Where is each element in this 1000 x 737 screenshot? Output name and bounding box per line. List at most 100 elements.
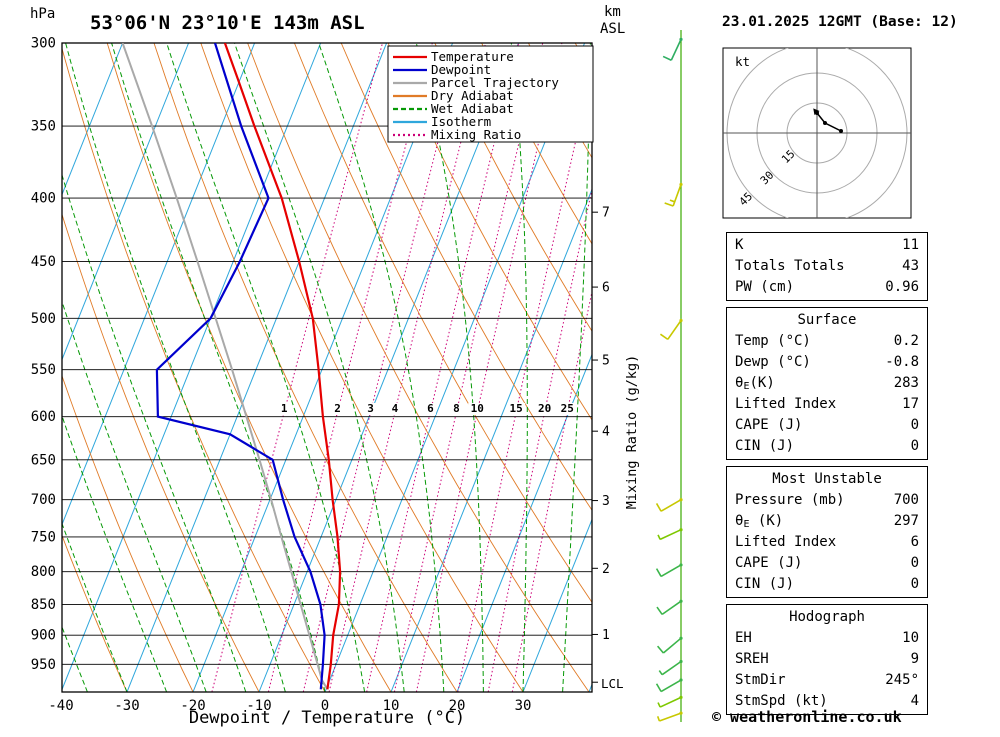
km-tick-label: 2 — [602, 562, 610, 577]
table-row: StmDir 245° — [727, 670, 927, 691]
pressure-grid-layer: 300 350 400 450 500 550 600 650 700 750 800 850 900 9… — [31, 36, 593, 693]
table-row-value: 283 — [893, 375, 919, 391]
mixing-ratio-label-bg — [389, 403, 401, 415]
hodograph-trace-dot — [839, 129, 843, 133]
wind-barb-full-tick — [655, 503, 662, 512]
table-row-value: 0 — [910, 417, 919, 433]
table-row-label: StmDir — [735, 672, 786, 688]
mixing-ratio-line — [415, 43, 563, 692]
table-row-value: 9 — [910, 651, 919, 667]
table-row-value: 6 — [910, 534, 919, 550]
wind-barb-full-tick — [656, 645, 664, 654]
km-tick-label: 1 — [602, 628, 610, 643]
table-row-label: θE (K) — [735, 513, 784, 530]
isotherms-layer — [62, 43, 592, 692]
table-section-title: Hodograph — [789, 609, 865, 625]
legend-label: Isotherm — [431, 114, 491, 129]
wet-adiabat-line — [62, 522, 128, 692]
datetime-title: 23.01.2025 12GMT (Base: 12) — [722, 14, 958, 30]
wind-barb-station-dot — [679, 659, 683, 664]
table-row-value: 0 — [910, 438, 919, 454]
table-row-label: StmSpd (kt) — [735, 693, 828, 709]
wind-barb — [656, 711, 683, 722]
wind-barb-full-tick — [659, 333, 669, 341]
pressure-tick-label: 300 — [31, 36, 56, 52]
legend-label: Temperature — [431, 49, 514, 64]
temp-tick-label: -10 — [246, 698, 271, 714]
wind-barb-full-tick — [655, 683, 662, 692]
table-row: PW (cm) 0.96 — [727, 277, 927, 298]
pressure-tick-label: 700 — [31, 492, 56, 508]
wind-barb-full-tick — [664, 202, 674, 207]
dry-adiabat-line — [481, 43, 592, 245]
table-row-value: 11 — [902, 237, 919, 253]
table-row-label: Lifted Index — [735, 396, 837, 412]
table-row: StmSpd (kt) 4 — [727, 691, 927, 712]
table-row-label: CAPE (J) — [735, 555, 803, 571]
mixing-ratio-line — [393, 43, 544, 692]
wind-barb-shaft — [660, 499, 682, 512]
dry-adiabat-line — [62, 374, 194, 692]
wind-barb — [655, 498, 683, 512]
wind-barb-column — [655, 30, 683, 722]
table-row-label: Pressure (mb) — [735, 492, 845, 508]
isotherm-line — [258, 43, 520, 692]
wind-barb-shaft — [670, 39, 682, 61]
legend-label: Mixing Ratio — [431, 127, 521, 142]
table-row-label: Temp (°C) — [735, 333, 811, 349]
pressure-unit-label: hPa — [30, 6, 55, 22]
wind-barb-full-tick — [655, 568, 662, 577]
indices-table: K 11 Totals Totals 43 PW (cm) 0.96 — [726, 232, 928, 301]
wind-barb-half-tick — [657, 534, 661, 540]
table-row: EH 10 — [727, 628, 927, 649]
table-row: CIN (J) 0 — [727, 574, 927, 595]
mixing-ratio-label-bg — [332, 403, 344, 415]
isotherm-line — [62, 43, 322, 691]
km-tick-label: 3 — [602, 494, 610, 509]
table-row-value: 0 — [910, 555, 919, 571]
footer-credit: © weatheronline.co.uk — [712, 708, 902, 726]
wind-barb-half-tick — [669, 199, 675, 203]
plot-border — [61, 42, 593, 693]
dry-adiabat-line — [387, 43, 592, 421]
asl-axis-unit-label: ASL — [600, 21, 625, 37]
mixing-ratio-label-bg — [507, 403, 526, 415]
wet-adiabat-line — [166, 43, 366, 692]
temp-tick-label: -40 — [48, 698, 73, 714]
table-row-label: Dewp (°C) — [735, 354, 811, 370]
table-row-label: Lifted Index — [735, 534, 837, 550]
x-axis-label: Dewpoint / Temperature (°C) — [189, 708, 465, 728]
hodograph-unit-label: kt — [735, 54, 750, 69]
table-row: θE(K) 283 — [727, 373, 927, 394]
wind-barb-shaft — [661, 600, 682, 616]
mixing-ratio-label: 2 — [334, 402, 341, 415]
table-row-value: 0.96 — [885, 279, 919, 295]
table-section-title: Surface — [797, 312, 857, 328]
mixing-ratio-label: 1 — [281, 402, 288, 415]
isotherm-line — [324, 43, 586, 692]
wind-barb — [656, 599, 683, 616]
page-title: 53°06'N 23°10'E 143m ASL — [90, 12, 365, 34]
table-row-value: 4 — [910, 693, 919, 709]
mixing-ratio-label-bg — [365, 403, 377, 415]
wind-barb-station-dot — [679, 636, 683, 640]
pressure-tick-label: 350 — [31, 119, 56, 135]
km-tick-label: 6 — [602, 281, 610, 296]
table-row: θE (K) 297 — [727, 511, 927, 532]
table-row: CAPE (J) 0 — [727, 553, 927, 574]
km-tick-label: 4 — [602, 425, 610, 440]
mixing-ratio-line — [328, 43, 487, 692]
wind-barb-station-dot — [679, 182, 683, 187]
mixing-ratio-labels-layer: 1 2 3 4 6 8 10 15 20 25 — [278, 402, 577, 415]
mixing-ratio-label: 10 — [471, 402, 484, 415]
wind-barb-shaft — [661, 660, 682, 676]
wind-barb — [664, 182, 683, 207]
table-row-label: CAPE (J) — [735, 417, 803, 433]
pressure-tick-label: 850 — [31, 597, 56, 613]
table-row-label: EH — [735, 630, 752, 646]
mixing-ratio-line — [302, 43, 464, 692]
mixing-ratio-label-bg — [424, 403, 436, 415]
km-tick-label: 7 — [602, 206, 610, 221]
